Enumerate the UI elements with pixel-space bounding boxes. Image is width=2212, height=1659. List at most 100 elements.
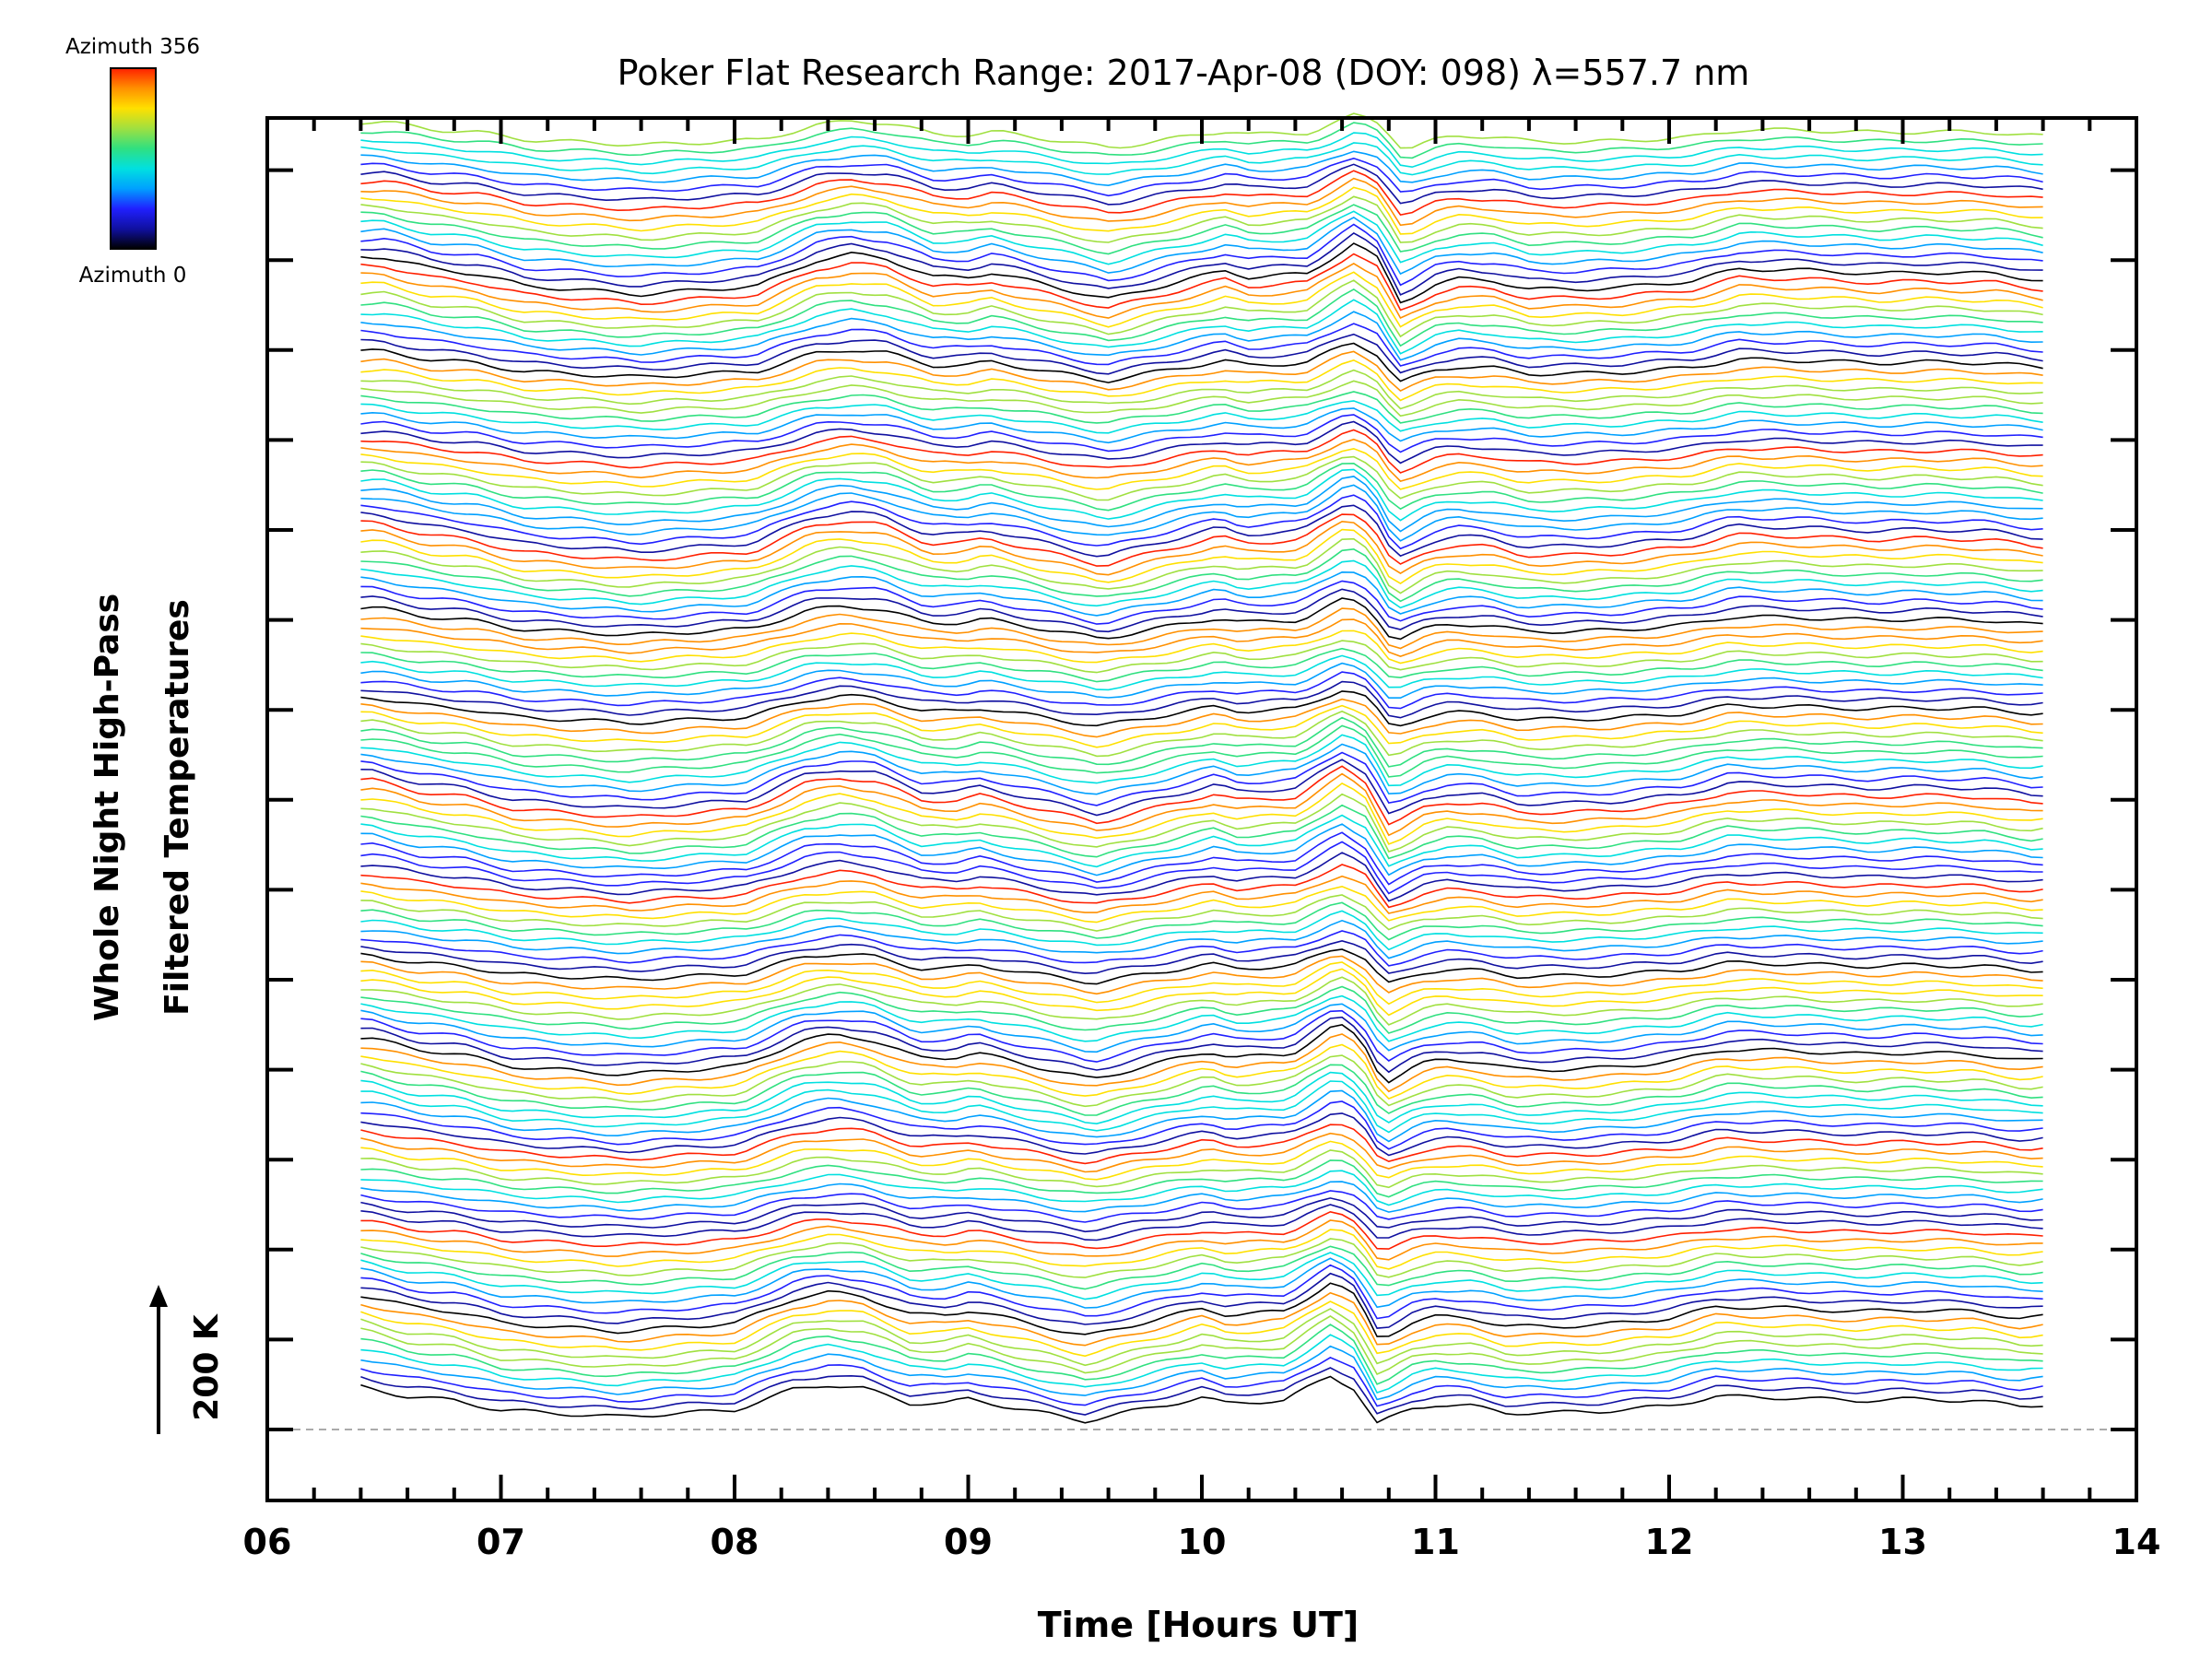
- trace-line: [360, 1033, 2043, 1093]
- trace-line: [360, 1345, 2043, 1401]
- trace-line: [360, 1282, 2043, 1337]
- trace-line: [360, 939, 2043, 975]
- trace-line: [360, 1357, 2043, 1407]
- trace-line: [360, 559, 2043, 609]
- trace-line: [360, 350, 2043, 393]
- trace-line: [360, 1257, 2043, 1309]
- trace-line: [360, 1324, 2043, 1385]
- trace-line: [360, 671, 2043, 710]
- trace-line: [360, 597, 2043, 641]
- trace-line: [360, 1210, 2043, 1250]
- trace-line: [360, 1315, 2043, 1376]
- trace-line: [360, 216, 2043, 276]
- x-tick-label: 08: [711, 1522, 759, 1562]
- colorbar-top-label: Azimuth 356: [65, 35, 200, 59]
- trace-line: [360, 724, 2043, 778]
- trace-line: [360, 438, 2043, 482]
- y-axis-label-line2: Filtered Temperatures: [159, 599, 196, 1016]
- trace-line: [360, 1308, 2043, 1367]
- trace-line: [360, 580, 2043, 625]
- trace-line: [360, 1272, 2043, 1329]
- trace-line: [360, 163, 2043, 206]
- trace-line: [360, 414, 2043, 453]
- trace-line: [360, 948, 2043, 985]
- trace-line: [360, 662, 2043, 700]
- trace-line: [360, 1204, 2043, 1241]
- trace-line: [360, 311, 2043, 361]
- trace-line: [360, 1080, 2043, 1134]
- chart-title: Poker Flat Research Range: 2017-Apr-08 (…: [618, 53, 1750, 93]
- trace-line: [360, 1009, 2043, 1063]
- trace-line: [360, 547, 2043, 603]
- trace-line: [360, 204, 2043, 255]
- axis-ticks: [265, 118, 2138, 1500]
- trace-line: [360, 513, 2043, 567]
- trace-line: [360, 1181, 2043, 1213]
- trace-line: [360, 1071, 2043, 1125]
- trace-line: [360, 804, 2043, 860]
- trace-line: [360, 852, 2043, 902]
- trace-line: [360, 288, 2043, 347]
- scale-arrow-head: [149, 1285, 168, 1307]
- trace-line: [360, 704, 2043, 748]
- trace-line: [360, 223, 2043, 287]
- x-tick-label: 11: [1411, 1522, 1460, 1562]
- trace-line: [360, 710, 2043, 758]
- trace-line: [360, 462, 2043, 512]
- trace-line: [360, 1300, 2043, 1358]
- trace-line: [360, 1190, 2043, 1223]
- x-tick-label: 09: [944, 1522, 993, 1562]
- trace-line: [360, 1367, 2043, 1416]
- trace-line: [360, 751, 2043, 806]
- trace-line: [360, 690, 2043, 727]
- trace-line: [360, 157, 2043, 197]
- trace-line: [360, 359, 2043, 402]
- trace-line: [360, 177, 2043, 227]
- trace-line: [360, 528, 2043, 585]
- trace-line: [360, 618, 2043, 657]
- trace-line: [360, 1334, 2043, 1394]
- trace-line: [360, 743, 2043, 795]
- trace-line: [360, 1159, 2043, 1198]
- trace-line: [360, 910, 2043, 951]
- colorbar: [110, 67, 157, 250]
- x-tick-label: 10: [1178, 1522, 1227, 1562]
- trace-line: [360, 271, 2043, 328]
- trace-line: [360, 1064, 2043, 1116]
- trace-line: [360, 894, 2043, 932]
- trace-line: [360, 698, 2043, 738]
- trace-line: [360, 571, 2043, 617]
- trace-line: [360, 1054, 2043, 1108]
- trace-line: [360, 132, 2043, 169]
- trace-line: [360, 814, 2043, 868]
- trace-line: [360, 607, 2043, 650]
- trace-line: [360, 765, 2043, 826]
- trace-line: [360, 1132, 2043, 1173]
- trace-line: [360, 242, 2043, 304]
- trace-line: [360, 1024, 2043, 1084]
- trace-line: [360, 1003, 2043, 1053]
- trace-line: [360, 985, 2043, 1034]
- trace-line: [360, 455, 2043, 501]
- trace-line: [360, 831, 2043, 886]
- trace-line: [360, 210, 2043, 265]
- y-axis-label: Whole Night High-Pass Filtered Temperatu…: [88, 594, 196, 1021]
- trace-line: [360, 901, 2043, 941]
- trace-line: [360, 1089, 2043, 1143]
- trace-line: [360, 968, 2043, 1017]
- trace-line: [360, 588, 2043, 633]
- trace-line: [360, 772, 2043, 837]
- trace-line: [360, 976, 2043, 1026]
- trace-line: [360, 1197, 2043, 1233]
- trace-line: [360, 504, 2043, 558]
- x-tick-label: 07: [477, 1522, 525, 1562]
- trace-line: [360, 186, 2043, 235]
- trace-line: [360, 253, 2043, 312]
- trace-line: [360, 680, 2043, 719]
- trace-line: [360, 520, 2043, 576]
- trace-line: [360, 1140, 2043, 1181]
- trace-line: [360, 919, 2043, 959]
- trace-line: [360, 429, 2043, 474]
- trace-line: [360, 716, 2043, 768]
- trace-line: [360, 930, 2043, 967]
